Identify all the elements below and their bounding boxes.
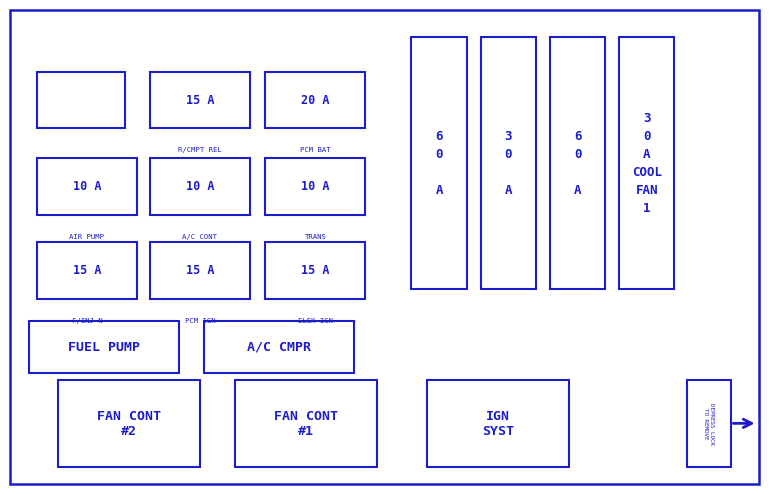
- Bar: [411, 37, 467, 289]
- Bar: [265, 242, 365, 299]
- Text: 20 A: 20 A: [301, 93, 330, 107]
- Text: F/INJ N: F/INJ N: [72, 318, 102, 324]
- Bar: [150, 158, 250, 215]
- Text: 10 A: 10 A: [72, 180, 102, 193]
- Text: 6
0

A: 6 0 A: [574, 129, 581, 197]
- Bar: [619, 37, 674, 289]
- Text: 3
0
A
COOL
FAN
1: 3 0 A COOL FAN 1: [631, 112, 662, 214]
- Bar: [204, 321, 354, 373]
- Text: 15 A: 15 A: [72, 264, 102, 277]
- Bar: [37, 158, 137, 215]
- Bar: [235, 380, 377, 467]
- Text: FUEL PUMP: FUEL PUMP: [68, 340, 140, 354]
- Text: IGN
SYST: IGN SYST: [482, 410, 514, 438]
- Text: AIR PUMP: AIR PUMP: [69, 234, 105, 240]
- Bar: [37, 72, 125, 128]
- Text: A/C CONT: A/C CONT: [182, 234, 218, 240]
- Bar: [37, 242, 137, 299]
- Text: FAN CONT
#2: FAN CONT #2: [97, 410, 161, 438]
- Text: 15 A: 15 A: [185, 264, 215, 277]
- Text: 15 A: 15 A: [185, 93, 215, 107]
- Bar: [150, 72, 250, 128]
- Text: TRANS: TRANS: [305, 234, 326, 240]
- Text: ELEK IGN: ELEK IGN: [298, 318, 333, 324]
- Bar: [427, 380, 569, 467]
- Bar: [265, 158, 365, 215]
- Bar: [150, 242, 250, 299]
- Text: 3
0

A: 3 0 A: [504, 129, 512, 197]
- Text: PCM IGN: PCM IGN: [185, 318, 215, 324]
- Text: PCM BAT: PCM BAT: [300, 147, 331, 153]
- Bar: [687, 380, 731, 467]
- Bar: [550, 37, 605, 289]
- Text: 10 A: 10 A: [185, 180, 215, 193]
- Text: FAN CONT
#1: FAN CONT #1: [274, 410, 338, 438]
- Text: 10 A: 10 A: [301, 180, 330, 193]
- Text: A/C CMPR: A/C CMPR: [247, 340, 311, 354]
- Bar: [29, 321, 179, 373]
- Text: 6
0

A: 6 0 A: [435, 129, 443, 197]
- Bar: [58, 380, 200, 467]
- Bar: [265, 72, 365, 128]
- Text: 15 A: 15 A: [301, 264, 330, 277]
- Text: R/CMPT REL: R/CMPT REL: [178, 147, 221, 153]
- Text: DEPRESS LOCK
TO REMOVE: DEPRESS LOCK TO REMOVE: [703, 403, 714, 445]
- Bar: [481, 37, 536, 289]
